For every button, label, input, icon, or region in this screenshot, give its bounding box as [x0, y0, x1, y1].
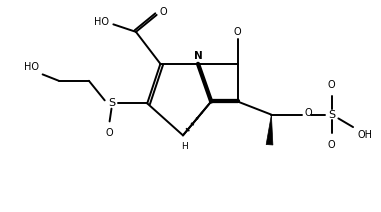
Text: O: O [328, 140, 335, 150]
Text: HO: HO [24, 62, 39, 72]
Text: O: O [304, 108, 312, 118]
Text: O: O [328, 80, 335, 89]
Text: S: S [328, 110, 335, 120]
Text: S: S [108, 98, 115, 108]
Text: N: N [194, 51, 202, 61]
Polygon shape [266, 115, 273, 145]
Text: H: H [181, 142, 188, 151]
Text: HO: HO [94, 17, 109, 28]
Text: O: O [106, 128, 114, 138]
Text: O: O [234, 27, 241, 37]
Text: O: O [160, 7, 167, 17]
Text: OH: OH [358, 130, 373, 139]
